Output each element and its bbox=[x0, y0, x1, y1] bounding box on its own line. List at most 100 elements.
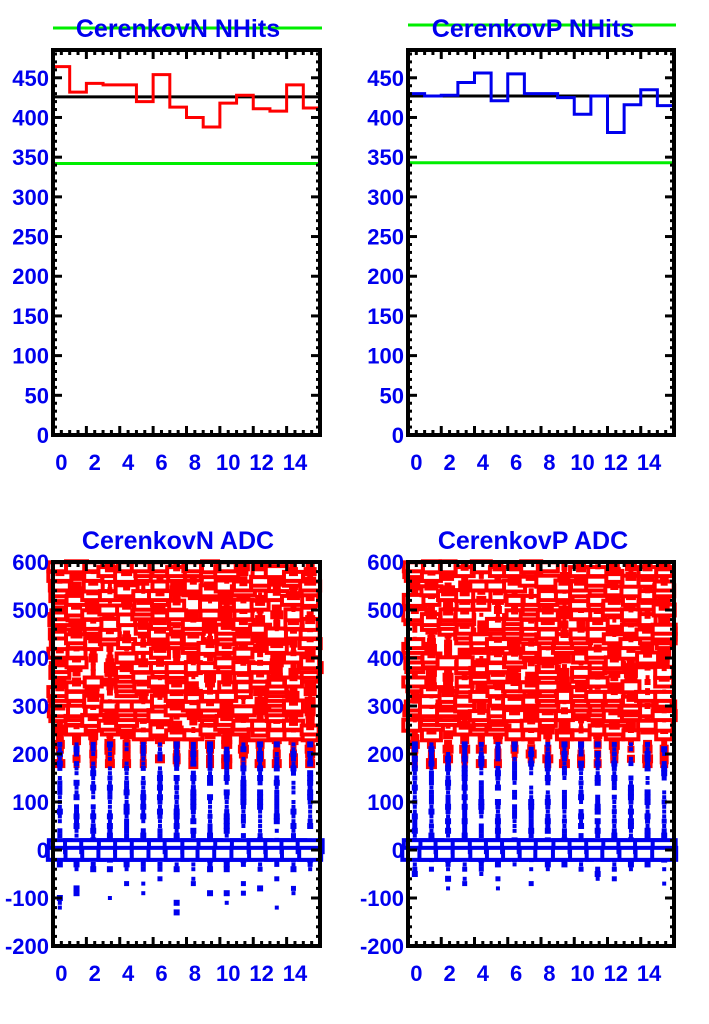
adc-cell bbox=[641, 643, 655, 653]
adc-cell bbox=[287, 690, 300, 702]
adc-cell bbox=[156, 784, 163, 791]
adc-cell bbox=[495, 741, 501, 747]
adc-cell bbox=[90, 741, 96, 747]
adc-cell bbox=[611, 832, 618, 839]
adc-cell bbox=[562, 616, 567, 623]
adc-cell bbox=[544, 818, 551, 825]
adc-cell bbox=[477, 706, 486, 715]
adc-cell bbox=[290, 833, 296, 839]
adc-cell bbox=[106, 823, 113, 829]
adc-cell bbox=[478, 833, 484, 839]
adc-cell bbox=[504, 593, 525, 607]
adc-cell bbox=[124, 651, 129, 656]
adc-cell bbox=[238, 735, 248, 745]
adc-cell bbox=[190, 794, 197, 801]
adc-cell bbox=[288, 567, 298, 577]
plot-area bbox=[53, 65, 320, 166]
adc-cell bbox=[412, 790, 417, 795]
adc-cell bbox=[82, 675, 104, 689]
adc-cell bbox=[240, 818, 246, 824]
adc-cell bbox=[154, 735, 165, 745]
adc-cell bbox=[428, 789, 434, 795]
adc-cell bbox=[477, 620, 486, 629]
adc-cell bbox=[224, 656, 229, 660]
y-tick-label: 500 bbox=[12, 598, 49, 623]
adc-cell bbox=[273, 619, 281, 629]
adc-cell bbox=[626, 690, 636, 702]
adc-cell bbox=[558, 610, 570, 620]
adc-cell bbox=[223, 755, 230, 762]
adc-cell bbox=[271, 604, 282, 616]
adc-cell bbox=[495, 746, 501, 752]
adc-cell bbox=[574, 576, 589, 586]
adc-cell bbox=[607, 643, 622, 653]
x-tick-label: 2 bbox=[443, 961, 455, 986]
adc-cell bbox=[493, 606, 502, 614]
adc-cell bbox=[157, 828, 163, 834]
adc-cell bbox=[291, 804, 296, 809]
adc-cell bbox=[308, 694, 313, 699]
adc-cell bbox=[74, 751, 80, 757]
adc-cell bbox=[307, 818, 313, 824]
adc-cell bbox=[240, 833, 246, 839]
adc-cell bbox=[475, 658, 488, 668]
adc-cell bbox=[528, 809, 534, 815]
adc-cell bbox=[444, 648, 453, 659]
y-tick-label: 400 bbox=[367, 646, 404, 671]
adc-cell bbox=[528, 588, 534, 594]
adc-cell bbox=[561, 804, 567, 810]
adc-cell bbox=[579, 785, 584, 790]
adc-cell bbox=[307, 756, 313, 762]
adc-cell bbox=[412, 675, 417, 680]
adc-cell bbox=[441, 686, 455, 698]
adc-cell bbox=[174, 794, 180, 800]
adc-cell bbox=[495, 886, 500, 891]
adc-cell bbox=[612, 756, 617, 761]
adc-cell bbox=[90, 813, 97, 820]
adc-cell bbox=[412, 761, 418, 767]
adc-cell bbox=[544, 827, 551, 834]
x-tick-label: 4 bbox=[477, 961, 490, 986]
adc-cell bbox=[461, 765, 468, 772]
adc-cell bbox=[152, 687, 167, 697]
adc-cell bbox=[561, 751, 568, 757]
adc-cell bbox=[90, 861, 96, 867]
adc-cell bbox=[157, 751, 163, 757]
y-tick-label: 200 bbox=[367, 264, 404, 289]
y-tick-label: 200 bbox=[12, 742, 49, 767]
adc-cell bbox=[191, 876, 196, 881]
adc-cell bbox=[190, 660, 196, 666]
adc-cell bbox=[291, 891, 296, 896]
adc-cell bbox=[258, 862, 263, 867]
adc-cell bbox=[307, 861, 313, 867]
adc-cell bbox=[645, 741, 651, 747]
adc-cell bbox=[169, 701, 184, 711]
adc-cell bbox=[661, 761, 667, 767]
adc-cell bbox=[107, 756, 112, 761]
adc-cell bbox=[445, 861, 451, 867]
adc-cell bbox=[477, 625, 486, 634]
adc-cell bbox=[174, 828, 179, 833]
x-tick-label: 8 bbox=[543, 961, 555, 986]
adc-cell bbox=[57, 789, 63, 795]
adc-cell bbox=[150, 579, 170, 593]
adc-cell bbox=[57, 828, 63, 834]
adc-cell bbox=[220, 595, 234, 605]
adc-cell bbox=[427, 648, 436, 659]
adc-cell bbox=[494, 784, 501, 791]
y-tick-label: 400 bbox=[12, 105, 49, 130]
adc-cell bbox=[190, 775, 197, 781]
adc-cell bbox=[561, 765, 567, 771]
adc-cell bbox=[442, 571, 455, 581]
adc-cell bbox=[458, 720, 471, 730]
adc-cell bbox=[224, 761, 230, 767]
adc-cell bbox=[122, 749, 131, 759]
x-tick-label: 2 bbox=[89, 961, 101, 986]
adc-cell bbox=[561, 828, 567, 834]
adc-cell bbox=[427, 634, 436, 643]
adc-cell bbox=[257, 693, 263, 699]
adc-cell bbox=[288, 714, 298, 726]
adc-cell bbox=[155, 721, 164, 730]
adc-cell bbox=[107, 649, 113, 657]
adc-cell bbox=[628, 761, 634, 767]
